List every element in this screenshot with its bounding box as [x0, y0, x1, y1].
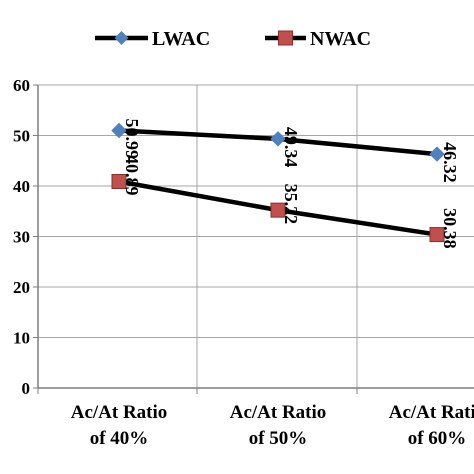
y-tick-label: 40	[13, 177, 30, 196]
data-point-lwac	[270, 131, 286, 147]
y-tick-label: 10	[13, 329, 30, 348]
axes	[33, 84, 474, 394]
x-category-label: of 40%	[90, 428, 149, 449]
y-tick-labels: 0 10 20 30 40 50 60	[13, 76, 30, 398]
x-category-label: of 50%	[249, 428, 308, 449]
gridlines	[37, 84, 474, 388]
data-point-lwac	[111, 122, 127, 139]
legend-marker-nwac	[278, 30, 293, 46]
data-point-nwac	[270, 202, 286, 218]
data-label-lwac: 49.34	[281, 127, 301, 168]
legend: LWAC NWAC	[95, 28, 371, 50]
y-tick-label: 60	[13, 76, 30, 95]
data-point-nwac	[429, 227, 445, 243]
legend-label-nwac: NWAC	[310, 28, 371, 50]
data-point-lwac	[429, 146, 445, 162]
data-label-nwac: 40.89	[122, 155, 142, 196]
x-category-labels: Ac/At Ratio of 40% Ac/At Ratio of 50% Ac/At …	[71, 402, 474, 449]
x-category-label: Ac/At Ratio	[230, 402, 327, 423]
y-tick-label: 30	[13, 228, 30, 247]
x-category-label: Ac/At Ratio	[389, 402, 474, 423]
x-category-label: of 60%	[408, 428, 467, 449]
y-tick-label: 0	[22, 379, 31, 398]
data-label-nwac: 30.38	[440, 208, 460, 249]
legend-marker-lwac	[114, 31, 129, 45]
y-tick-label: 20	[13, 278, 30, 297]
legend-label-lwac: LWAC	[152, 28, 210, 50]
series-markers	[111, 122, 445, 243]
x-category-label: Ac/At Ratio	[71, 402, 168, 423]
data-label-lwac: 46.32	[440, 142, 460, 183]
data-point-nwac	[111, 174, 127, 190]
y-tick-label: 50	[13, 127, 30, 146]
data-labels: 50.99 49.34 46.32 40.89 35.22 30.38	[122, 119, 460, 249]
data-label-nwac: 35.22	[281, 184, 301, 225]
data-label-lwac: 50.99	[122, 119, 142, 160]
